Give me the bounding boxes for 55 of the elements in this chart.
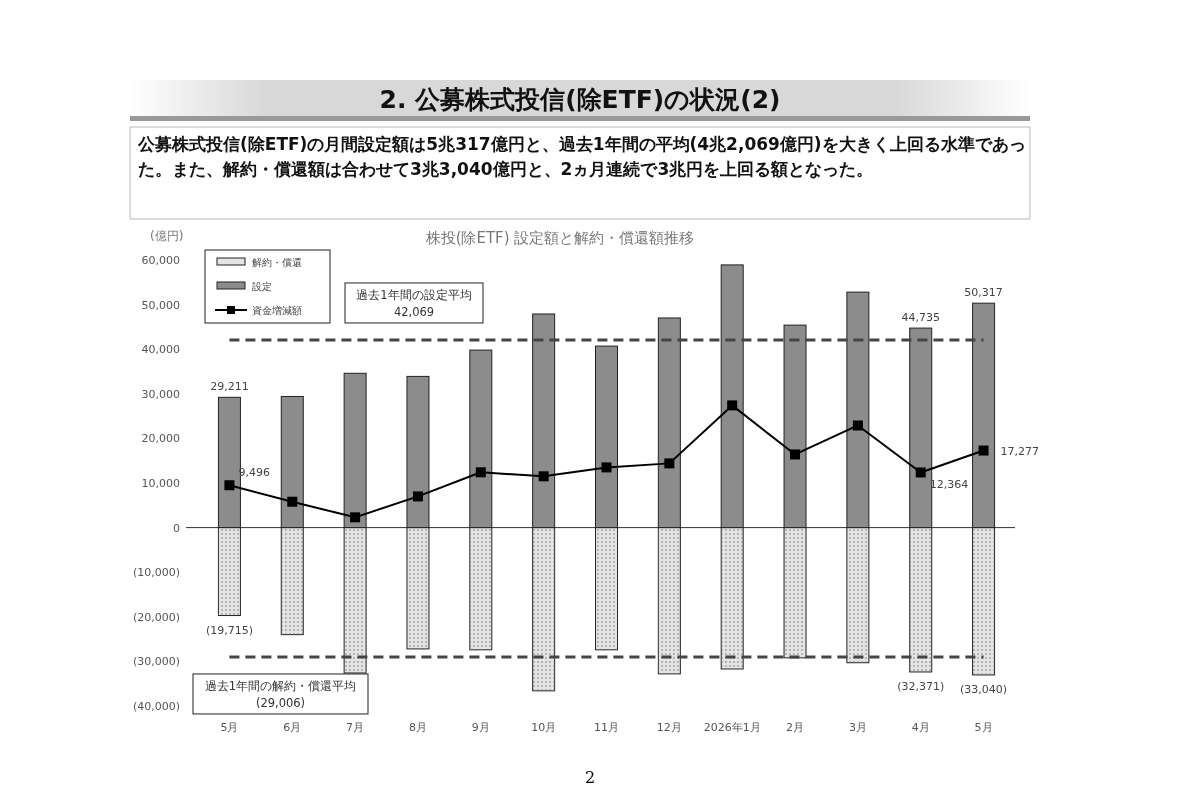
point: [350, 512, 361, 523]
point: [538, 471, 549, 482]
y-axis-title: (億円): [150, 229, 184, 243]
data-label: 50,317: [964, 286, 1003, 300]
y-tick-label: 30,000: [141, 387, 180, 401]
data-label: (19,715): [205, 623, 253, 637]
data-label: (33,040): [960, 682, 1008, 696]
ref-line-label: 過去1年間の設定平均 42,069: [356, 287, 472, 319]
point: [664, 458, 675, 469]
data-label: 17,277: [1000, 444, 1040, 458]
x-tick-label: 2月: [786, 721, 805, 734]
y-tick-label: 20,000: [141, 432, 180, 446]
x-tick-label: 12月: [656, 721, 682, 734]
x-tick-label: 8月: [408, 721, 427, 734]
y-tick-label: 60,000: [141, 254, 180, 267]
point: [475, 467, 486, 478]
point: [978, 445, 989, 456]
data-label: 29,211: [210, 380, 249, 394]
y-tick-label: 0: [173, 521, 180, 535]
point: [727, 400, 738, 411]
point: [790, 449, 801, 460]
x-tick-label: 7月: [346, 721, 365, 734]
y-tick-label: (40,000): [132, 700, 180, 713]
x-tick-label: 9月: [471, 721, 490, 734]
chart-subtitle: 株投(除ETF) 設定額と解約・償還額推移: [424, 229, 695, 247]
x-tick-label: 4月: [911, 721, 930, 734]
x-tick-label: 2026年1月: [703, 721, 761, 734]
data-label: 44,735: [901, 311, 940, 325]
point: [601, 462, 612, 473]
legend-label: 解約・償還: [252, 257, 302, 268]
point: [224, 480, 235, 491]
point: [915, 467, 926, 478]
y-tick-label: 40,000: [141, 343, 180, 357]
x-tick-label: 5月: [974, 721, 993, 734]
data-label: 12,364: [929, 478, 969, 492]
x-tick-label: 5月: [220, 721, 239, 734]
y-tick-label: 50,000: [141, 298, 180, 312]
data-label: (32,371): [897, 679, 945, 693]
legend-label: 資金増減額: [252, 305, 302, 316]
text: 2: [584, 768, 596, 787]
x-tick-label: 3月: [848, 721, 867, 734]
x-tick-label: 10月: [531, 721, 557, 734]
point: [412, 491, 423, 502]
point: [852, 420, 863, 431]
y-tick-label: (20,000): [132, 610, 180, 624]
x-tick-label: 6月: [283, 721, 302, 734]
point: [287, 496, 298, 507]
y-tick-label: (30,000): [132, 655, 180, 669]
y-tick-label: 10,000: [141, 477, 180, 490]
chart-title: 2. 公募株式投信(除ETF)の状況(2): [379, 85, 781, 114]
text: 公募株式投信(除ETF)の月間設定額は5兆317億円と、過去1年間の平均(4兆2,069億円)を大きく上回る水準であった。また、解約・償還額は合わせて3兆3,040億円と、2ヵ月連続で3兆円を上回る額となった。: [138, 133, 1026, 181]
ref-line-label: 過去1年間の解約・償還平均 (29,006): [204, 678, 357, 710]
x-tick-label: 11月: [594, 721, 619, 734]
legend-label: 設定: [252, 281, 272, 292]
y-tick-label: (10,000): [132, 566, 180, 580]
